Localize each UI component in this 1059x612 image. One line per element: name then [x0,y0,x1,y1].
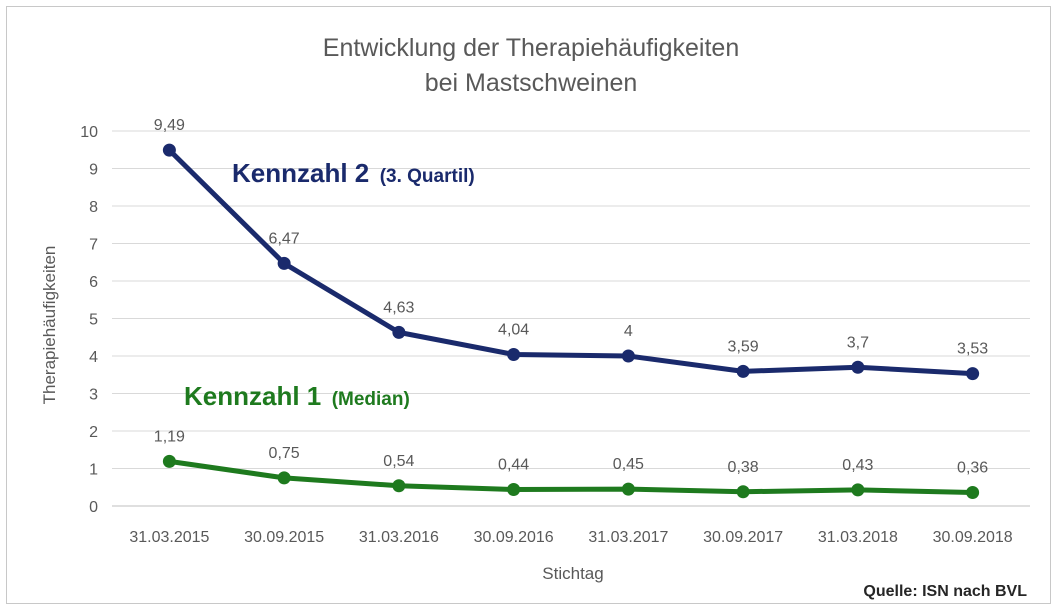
x-axis-ticks: 31.03.2015 30.09.2015 31.03.2016 30.09.2016… [129,529,1012,546]
data-label: 9,49 [154,117,185,134]
data-label: 4 [624,323,633,340]
series-lines [162,143,980,499]
y-tick-label: 9 [89,162,98,179]
series-label-kennzahl-2: Kennzahl 2 (3. Quartil) [232,158,475,188]
data-point [736,485,750,499]
data-label: 6,47 [269,230,300,247]
y-tick-label: 4 [89,349,98,366]
data-point [277,256,291,270]
data-point [851,483,865,497]
data-label: 4,04 [498,322,529,339]
data-point [851,360,865,374]
data-point [392,479,406,493]
data-labels: 9,49 6,47 4,63 4,04 4 3,59 3,7 3,53 1,19 0,75 0,54… [154,117,988,476]
x-tick-label: 31.03.2017 [588,529,668,546]
y-tick-label: 8 [89,199,98,216]
x-tick-label: 30.09.2015 [244,529,324,546]
y-axis-ticks: 0 1 2 3 4 5 6 7 8 9 10 [80,124,98,516]
source-note: Quelle: ISN nach BVL [863,583,1027,600]
series-label-kennzahl-2-main: Kennzahl 2 [232,158,369,188]
series-line-0 [166,147,976,377]
data-point [966,486,980,499]
data-point [621,482,635,496]
data-point [392,325,406,339]
y-tick-label: 7 [89,237,98,254]
data-point [277,471,291,485]
x-tick-label: 31.03.2016 [359,529,439,546]
data-point [507,348,521,361]
y-axis-title: Therapiehäufigkeiten [40,246,59,405]
data-label: 0,43 [842,457,873,474]
data-label: 0,38 [728,459,759,476]
series-label-kennzahl-1: Kennzahl 1 (Median) [184,381,410,411]
data-label: 0,36 [957,460,988,477]
x-tick-label: 30.09.2018 [933,529,1013,546]
chart-title-line-2: bei Mastschweinen [425,69,638,97]
data-label: 3,59 [728,338,759,355]
data-point [966,367,980,381]
series-line-1 [166,458,976,495]
series-label-kennzahl-1-sub: (Median) [332,389,410,410]
y-tick-label: 1 [89,462,98,479]
data-label: 1,19 [154,428,185,445]
y-tick-label: 5 [89,312,98,329]
data-label: 4,63 [383,299,414,316]
y-tick-label: 0 [89,499,98,516]
x-tick-label: 31.03.2015 [129,529,209,546]
data-label: 0,54 [383,453,414,470]
y-tick-label: 6 [89,274,98,291]
data-label: 0,45 [613,456,644,473]
x-tick-label: 31.03.2018 [818,529,898,546]
y-tick-label: 10 [80,124,98,141]
data-label: 0,44 [498,457,529,474]
chart-frame: 0 1 2 3 4 5 6 7 8 9 10 31.03.2015 30.09.2015 31.03.2… [6,6,1051,604]
y-tick-label: 3 [89,387,98,404]
series-label-kennzahl-1-main: Kennzahl 1 [184,381,321,411]
data-point [162,143,176,157]
data-point [621,349,635,363]
data-label: 0,75 [269,445,300,462]
x-tick-label: 30.09.2017 [703,529,783,546]
data-label: 3,7 [847,334,869,351]
data-point [736,364,750,378]
x-axis-title: Stichtag [542,564,603,583]
series-label-kennzahl-2-sub: (3. Quartil) [380,166,475,187]
chart-title-line-1: Entwicklung der Therapiehäufigkeiten [323,34,739,62]
y-tick-label: 2 [89,424,98,441]
data-label: 3,53 [957,341,988,358]
x-tick-label: 30.09.2016 [474,529,554,546]
data-point [507,483,521,496]
data-point [162,454,176,468]
